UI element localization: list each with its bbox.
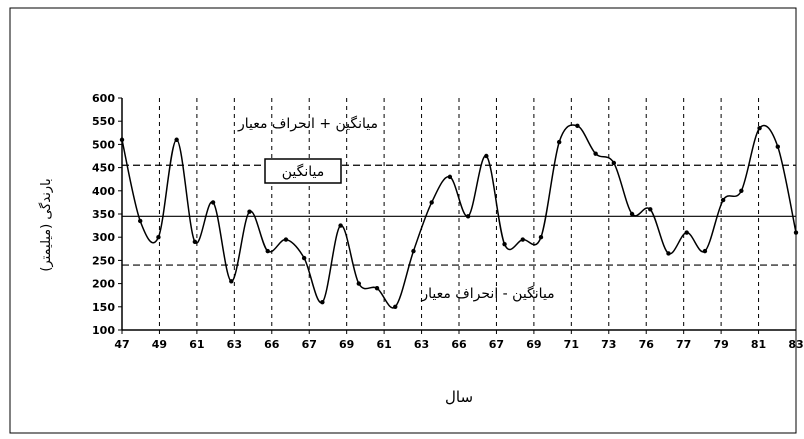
data-point — [374, 286, 380, 291]
mean-label-box — [264, 158, 342, 184]
data-point — [757, 125, 762, 131]
data-point — [538, 235, 544, 240]
data-point — [119, 137, 125, 142]
y-tick-label: 500 — [92, 138, 115, 151]
data-point — [411, 248, 416, 254]
mean-label: میانگین — [282, 163, 325, 180]
x-tick-label: 67 — [489, 338, 504, 351]
data-point — [174, 137, 179, 142]
x-tick-label: 69 — [526, 338, 541, 351]
data-point — [575, 123, 580, 129]
data-point — [356, 281, 362, 286]
upper-band-label: میانگین + انحراف معیار — [237, 115, 378, 132]
data-point — [793, 230, 799, 235]
y-tick-label: 150 — [92, 301, 115, 314]
y-tick-label: 300 — [92, 231, 115, 244]
data-point — [429, 200, 434, 205]
y-tick-label: 450 — [92, 162, 115, 175]
x-tick-label: 47 — [114, 338, 129, 351]
data-point — [465, 214, 471, 219]
data-point — [739, 188, 744, 193]
x-tick-label: 61 — [189, 338, 204, 351]
x-tick-label: 63 — [414, 338, 429, 351]
data-point — [520, 237, 525, 242]
x-tick-label: 81 — [751, 338, 766, 351]
lower-band-label: میانگین - انحراف معیار — [420, 285, 554, 302]
y-axis-title: بارندگی (میلیمتر) — [38, 178, 54, 271]
x-tick-label: 66 — [451, 338, 467, 351]
data-point — [666, 251, 671, 256]
x-tick-label: 76 — [639, 338, 655, 351]
data-point — [229, 279, 234, 284]
x-tick-label: 79 — [713, 338, 728, 351]
x-tick-label: 69 — [339, 338, 354, 351]
data-point — [393, 304, 398, 309]
data-point — [775, 144, 780, 149]
x-tick-label: 49 — [152, 338, 167, 351]
data-point — [138, 218, 143, 224]
y-tick-label: 200 — [92, 278, 115, 291]
x-tick-label: 73 — [601, 338, 616, 351]
x-axis-title: سال — [445, 388, 473, 406]
data-point — [684, 230, 689, 235]
data-point — [611, 160, 617, 166]
data-point — [556, 139, 562, 145]
data-point — [648, 207, 653, 212]
data-point — [338, 223, 343, 228]
data-point — [720, 197, 726, 203]
data-point — [502, 241, 507, 247]
x-tick-label: 66 — [264, 338, 280, 351]
data-point — [484, 153, 489, 159]
data-point — [192, 239, 198, 245]
data-point — [265, 248, 270, 254]
data-point — [593, 151, 598, 156]
x-tick-label: 67 — [302, 338, 317, 351]
x-tick-label: 77 — [676, 338, 691, 351]
y-tick-label: 250 — [92, 254, 115, 267]
data-point — [447, 174, 453, 180]
data-point — [247, 209, 252, 214]
y-tick-label: 100 — [92, 324, 115, 337]
data-point — [320, 299, 325, 305]
x-tick-label: 83 — [788, 338, 803, 351]
data-point — [283, 237, 289, 242]
y-tick-label: 400 — [92, 185, 115, 198]
y-tick-label: 350 — [92, 208, 115, 221]
x-tick-label: 71 — [564, 338, 579, 351]
data-point — [702, 248, 708, 254]
data-point — [210, 200, 216, 205]
data-point — [629, 211, 635, 217]
x-tick-label: 61 — [376, 338, 391, 351]
y-tick-label: 550 — [92, 115, 115, 128]
data-point — [156, 235, 161, 240]
chart-border — [9, 7, 797, 434]
data-point — [301, 255, 307, 261]
x-tick-label: 63 — [227, 338, 242, 351]
y-tick-label: 600 — [92, 92, 115, 105]
